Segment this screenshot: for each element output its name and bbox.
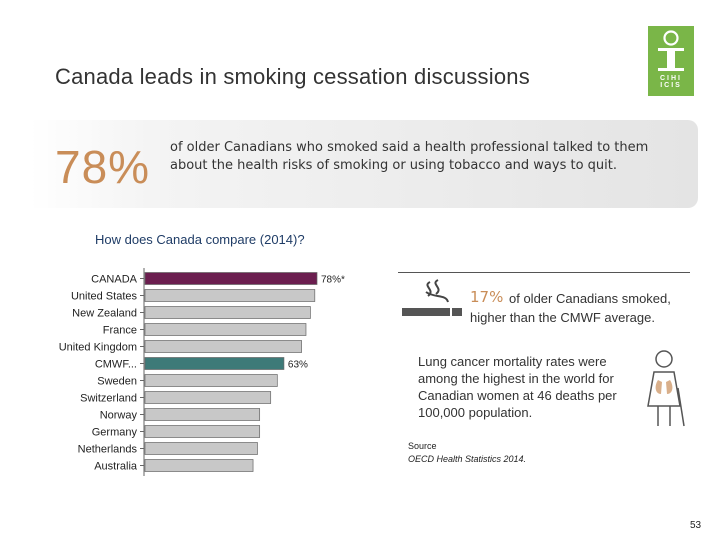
category-label: Norway <box>100 410 138 422</box>
category-label: United States <box>71 291 138 303</box>
bar-germany <box>144 425 261 438</box>
bar-canada <box>144 272 318 285</box>
bar-cmwf- <box>144 357 285 370</box>
stat1-text: of older Canadians smoked, <box>509 291 671 306</box>
bar-united-kingdom <box>144 340 302 353</box>
page-number: 53 <box>690 520 702 531</box>
category-label: Switzerland <box>80 393 137 405</box>
bar-australia <box>144 459 254 472</box>
bar-norway <box>144 408 261 421</box>
page-title: Canada leads in smoking cessation discus… <box>55 64 530 89</box>
bar-france <box>144 323 307 336</box>
lung-cancer-text: Lung cancer mortality rates were among t… <box>418 354 617 420</box>
category-label: Netherlands <box>78 444 138 456</box>
bar-netherlands <box>144 442 258 455</box>
cihi-logo-icon <box>658 30 684 71</box>
source-label: Source <box>408 441 437 451</box>
bar-new-zealand <box>144 306 311 319</box>
data-label: 63% <box>288 360 308 371</box>
cigarette-icon <box>402 279 462 316</box>
headline-band <box>30 120 698 208</box>
bar-switzerland <box>144 391 272 404</box>
category-label: Germany <box>92 427 138 439</box>
bar-chart: CANADA 78%* United States New Zealand France… <box>59 268 345 476</box>
category-label: United Kingdom <box>59 342 137 354</box>
headline-percent: 78% <box>55 141 151 193</box>
category-label: Sweden <box>97 376 137 388</box>
headline-text: of older Canadians who smoked said a hea… <box>170 140 649 173</box>
stat-divider <box>398 272 690 273</box>
category-label: CMWF... <box>95 359 137 371</box>
category-label: New Zealand <box>72 308 137 320</box>
woman-lungs-icon <box>647 350 685 427</box>
logo-text: CIHI ICIS <box>660 75 682 89</box>
source-text: OECD Health Statistics 2014. <box>408 454 527 464</box>
cihi-logo: CIHI ICIS <box>648 26 694 96</box>
stat1-text-line2: higher than the CMWF average. <box>470 310 655 325</box>
bar-sweden <box>144 374 278 387</box>
category-label: France <box>103 325 137 337</box>
data-label: 78%* <box>321 275 345 286</box>
category-label: Australia <box>94 461 138 473</box>
bar-united-states <box>144 289 316 302</box>
chart-question: How does Canada compare (2014)? <box>95 232 305 247</box>
category-label: CANADA <box>91 274 138 286</box>
stat1-percent: 17% <box>470 288 504 306</box>
